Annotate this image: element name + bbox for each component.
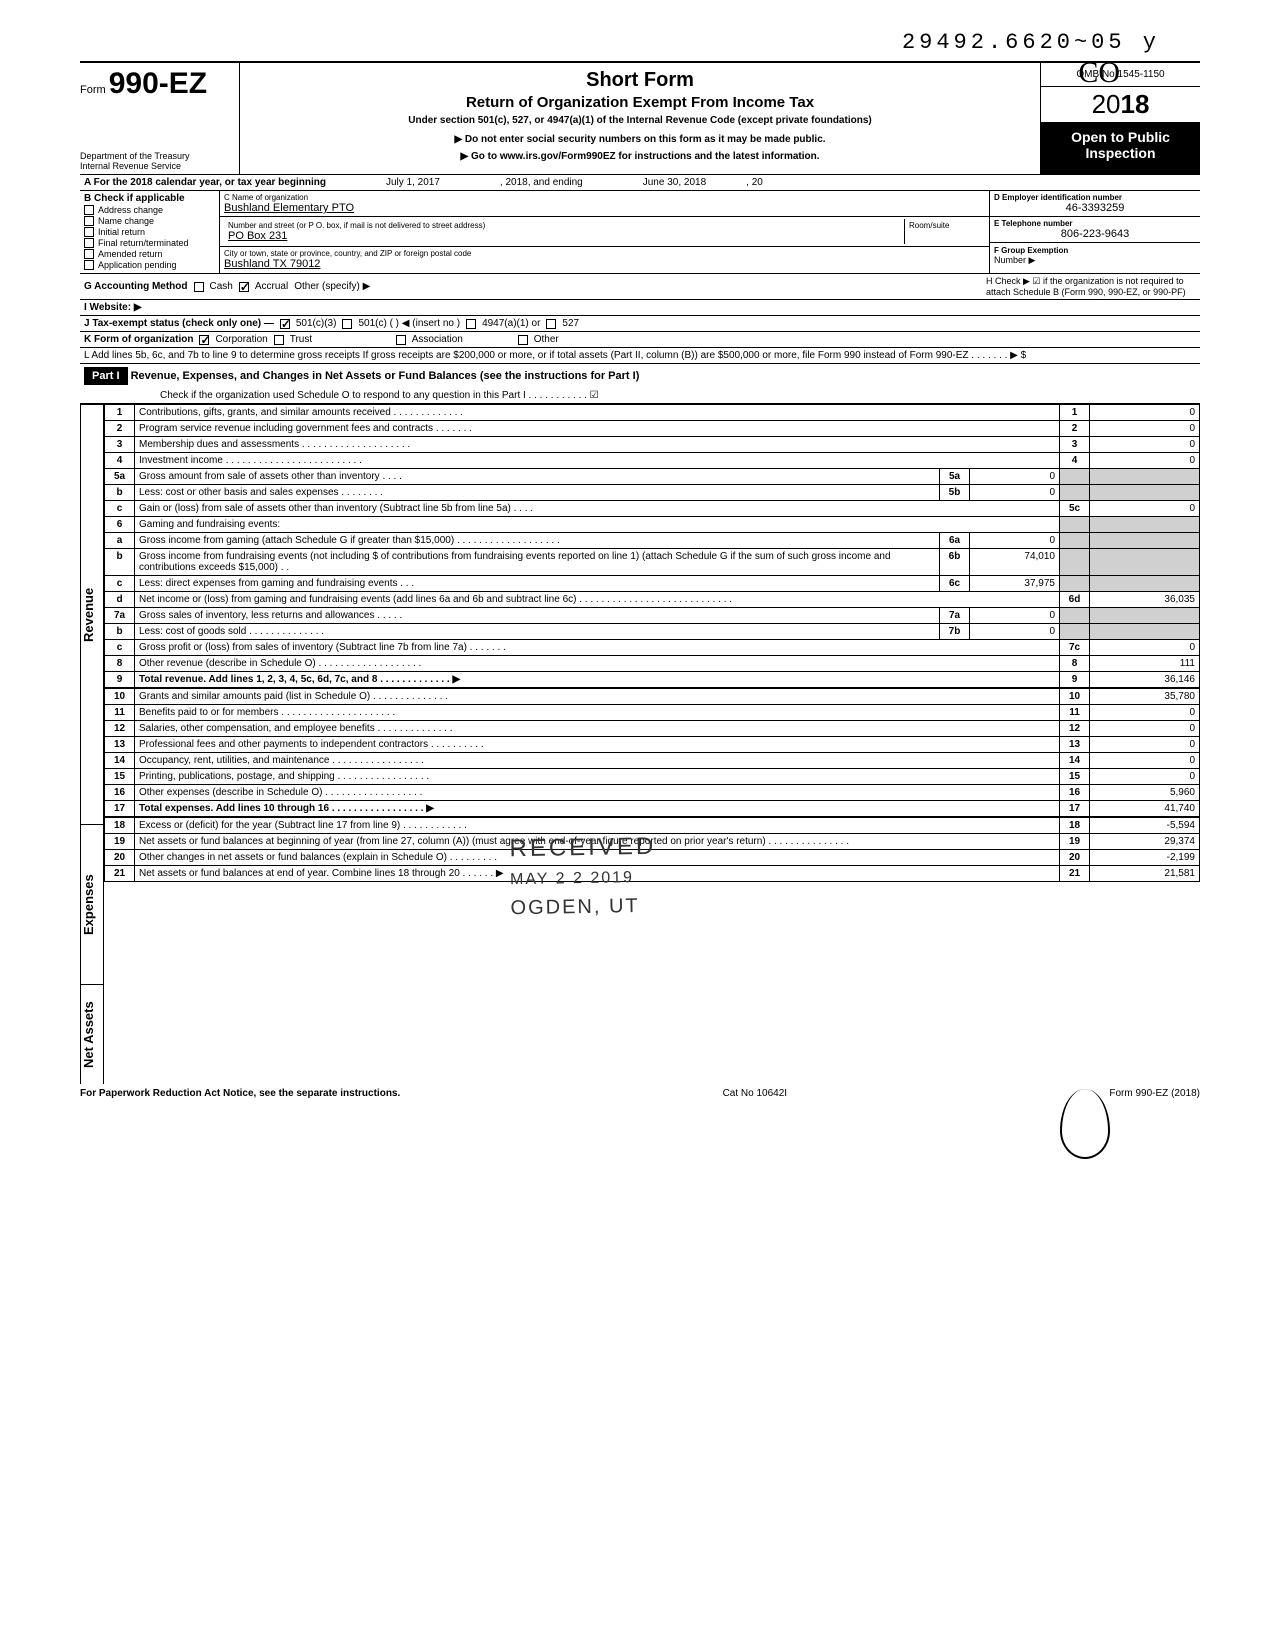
checkbox-line: Address change bbox=[84, 205, 215, 215]
open-to-public: Open to Public Inspection bbox=[1041, 123, 1200, 174]
checkbox-501c[interactable] bbox=[342, 319, 352, 329]
dept-irs: Internal Revenue Service bbox=[80, 162, 233, 172]
table-row: aGross income from gaming (attach Schedu… bbox=[105, 533, 1200, 549]
section-bcd: B Check if applicable Address changeName… bbox=[80, 191, 1200, 274]
table-row: 17Total expenses. Add lines 10 through 1… bbox=[105, 801, 1200, 817]
col-c-org: C Name of organization Bushland Elementa… bbox=[220, 191, 990, 273]
part-i-header: Part I Revenue, Expenses, and Changes in… bbox=[80, 364, 1200, 404]
table-row: 15Printing, publications, postage, and s… bbox=[105, 769, 1200, 785]
table-row: 7aGross sales of inventory, less returns… bbox=[105, 608, 1200, 624]
note-url: ▶ Go to www.irs.gov/Form990EZ for instru… bbox=[250, 151, 1030, 162]
table-row: bGross income from fundraising events (n… bbox=[105, 549, 1200, 576]
line-l: L Add lines 5b, 6c, and 7b to line 9 to … bbox=[80, 348, 1200, 364]
form-header: Form 990-EZ Department of the Treasury I… bbox=[80, 61, 1200, 175]
checkbox-assoc[interactable] bbox=[396, 335, 406, 345]
checkbox[interactable] bbox=[84, 238, 94, 248]
table-row: bLess: cost of goods sold . . . . . . . … bbox=[105, 624, 1200, 640]
col-b-checkboxes: B Check if applicable Address changeName… bbox=[80, 191, 220, 273]
checkbox[interactable] bbox=[84, 260, 94, 270]
checkbox[interactable] bbox=[84, 216, 94, 226]
col-d-ids: D Employer identification number 46-3393… bbox=[990, 191, 1200, 273]
stamp-top: 29492.6620~05 y bbox=[80, 30, 1200, 55]
table-row: 6Gaming and fundraising events: bbox=[105, 517, 1200, 533]
line-i: I Website: ▶ bbox=[80, 300, 1200, 316]
table-row: 4Investment income . . . . . . . . . . .… bbox=[105, 453, 1200, 469]
ein: 46-3393259 bbox=[994, 202, 1196, 214]
table-row: 18Excess or (deficit) for the year (Subt… bbox=[105, 818, 1200, 834]
row-a-tax-year: A For the 2018 calendar year, or tax yea… bbox=[80, 175, 1200, 191]
title-short-form: Short Form bbox=[250, 69, 1030, 92]
table-row: cLess: direct expenses from gaming and f… bbox=[105, 576, 1200, 592]
omb-number: OMB No 1545-1150 bbox=[1041, 63, 1200, 87]
form-number: 990-EZ bbox=[109, 67, 207, 100]
table-row: cGain or (loss) from sale of assets othe… bbox=[105, 501, 1200, 517]
form-prefix: Form bbox=[80, 84, 106, 96]
checkbox[interactable] bbox=[84, 227, 94, 237]
table-row: 11Benefits paid to or for members . . . … bbox=[105, 705, 1200, 721]
table-row: 12Salaries, other compensation, and empl… bbox=[105, 721, 1200, 737]
checkbox-cash[interactable] bbox=[194, 282, 204, 292]
checkbox-label: Final return/terminated bbox=[98, 238, 189, 248]
telephone: 806-223-9643 bbox=[994, 228, 1196, 240]
table-row: bLess: cost or other basis and sales exp… bbox=[105, 485, 1200, 501]
main-table: Revenue Expenses Net Assets 1Contributio… bbox=[80, 404, 1200, 1084]
checkbox-label: Name change bbox=[98, 216, 154, 226]
line-k: K Form of organization Corporation Trust… bbox=[80, 332, 1200, 348]
checkbox-4947[interactable] bbox=[466, 319, 476, 329]
checkbox-501c3[interactable] bbox=[280, 319, 290, 329]
table-row: dNet income or (loss) from gaming and fu… bbox=[105, 592, 1200, 608]
table-row: 9Total revenue. Add lines 1, 2, 3, 4, 5c… bbox=[105, 672, 1200, 688]
line-j: J Tax-exempt status (check only one) — 5… bbox=[80, 316, 1200, 332]
table-row: 13Professional fees and other payments t… bbox=[105, 737, 1200, 753]
table-row: cGross profit or (loss) from sales of in… bbox=[105, 640, 1200, 656]
checkbox-line: Application pending bbox=[84, 260, 215, 270]
section-revenue: Revenue bbox=[80, 404, 104, 824]
checkbox-label: Application pending bbox=[98, 260, 177, 270]
org-street: PO Box 231 bbox=[228, 230, 900, 242]
checkbox-trust[interactable] bbox=[274, 335, 284, 345]
table-row: 8Other revenue (describe in Schedule O) … bbox=[105, 656, 1200, 672]
checkbox[interactable] bbox=[84, 205, 94, 215]
checkbox-label: Address change bbox=[98, 205, 163, 215]
checkbox-label: Amended return bbox=[98, 249, 163, 259]
handwritten-initials: CO bbox=[1078, 56, 1120, 90]
page-footer: For Paperwork Reduction Act Notice, see … bbox=[80, 1084, 1200, 1099]
line-h: H Check ▶ ☑ if the organization is not r… bbox=[986, 276, 1196, 297]
table-row: 20Other changes in net assets or fund ba… bbox=[105, 850, 1200, 866]
checkbox-line: Final return/terminated bbox=[84, 238, 215, 248]
line-g: G Accounting Method Cash Accrual Other (… bbox=[80, 274, 1200, 300]
checkbox-other[interactable] bbox=[518, 335, 528, 345]
note-ssn: ▶ Do not enter social security numbers o… bbox=[250, 134, 1030, 145]
section-expenses: Expenses bbox=[80, 824, 104, 984]
checkbox-line: Name change bbox=[84, 216, 215, 226]
table-row: 3Membership dues and assessments . . . .… bbox=[105, 437, 1200, 453]
table-row: 14Occupancy, rent, utilities, and mainte… bbox=[105, 753, 1200, 769]
checkbox-line: Amended return bbox=[84, 249, 215, 259]
section-netassets: Net Assets bbox=[80, 984, 104, 1084]
table-row: 19Net assets or fund balances at beginni… bbox=[105, 834, 1200, 850]
checkbox-accrual[interactable] bbox=[239, 282, 249, 292]
table-row: 2Program service revenue including gover… bbox=[105, 421, 1200, 437]
checkbox-label: Initial return bbox=[98, 227, 145, 237]
title-return: Return of Organization Exempt From Incom… bbox=[250, 94, 1030, 111]
checkbox-line: Initial return bbox=[84, 227, 215, 237]
table-row: 5aGross amount from sale of assets other… bbox=[105, 469, 1200, 485]
org-city: Bushland TX 79012 bbox=[224, 258, 985, 270]
table-row: 10Grants and similar amounts paid (list … bbox=[105, 689, 1200, 705]
checkbox[interactable] bbox=[84, 249, 94, 259]
tax-year: 2018 bbox=[1041, 87, 1200, 123]
org-name: Bushland Elementary PTO bbox=[224, 202, 985, 214]
checkbox-527[interactable] bbox=[546, 319, 556, 329]
signature-loop bbox=[1060, 1089, 1110, 1159]
checkbox-corp[interactable] bbox=[199, 335, 209, 345]
subtitle-under: Under section 501(c), 527, or 4947(a)(1)… bbox=[250, 115, 1030, 126]
table-row: 21Net assets or fund balances at end of … bbox=[105, 866, 1200, 882]
table-row: 1Contributions, gifts, grants, and simil… bbox=[105, 405, 1200, 421]
table-row: 16Other expenses (describe in Schedule O… bbox=[105, 785, 1200, 801]
